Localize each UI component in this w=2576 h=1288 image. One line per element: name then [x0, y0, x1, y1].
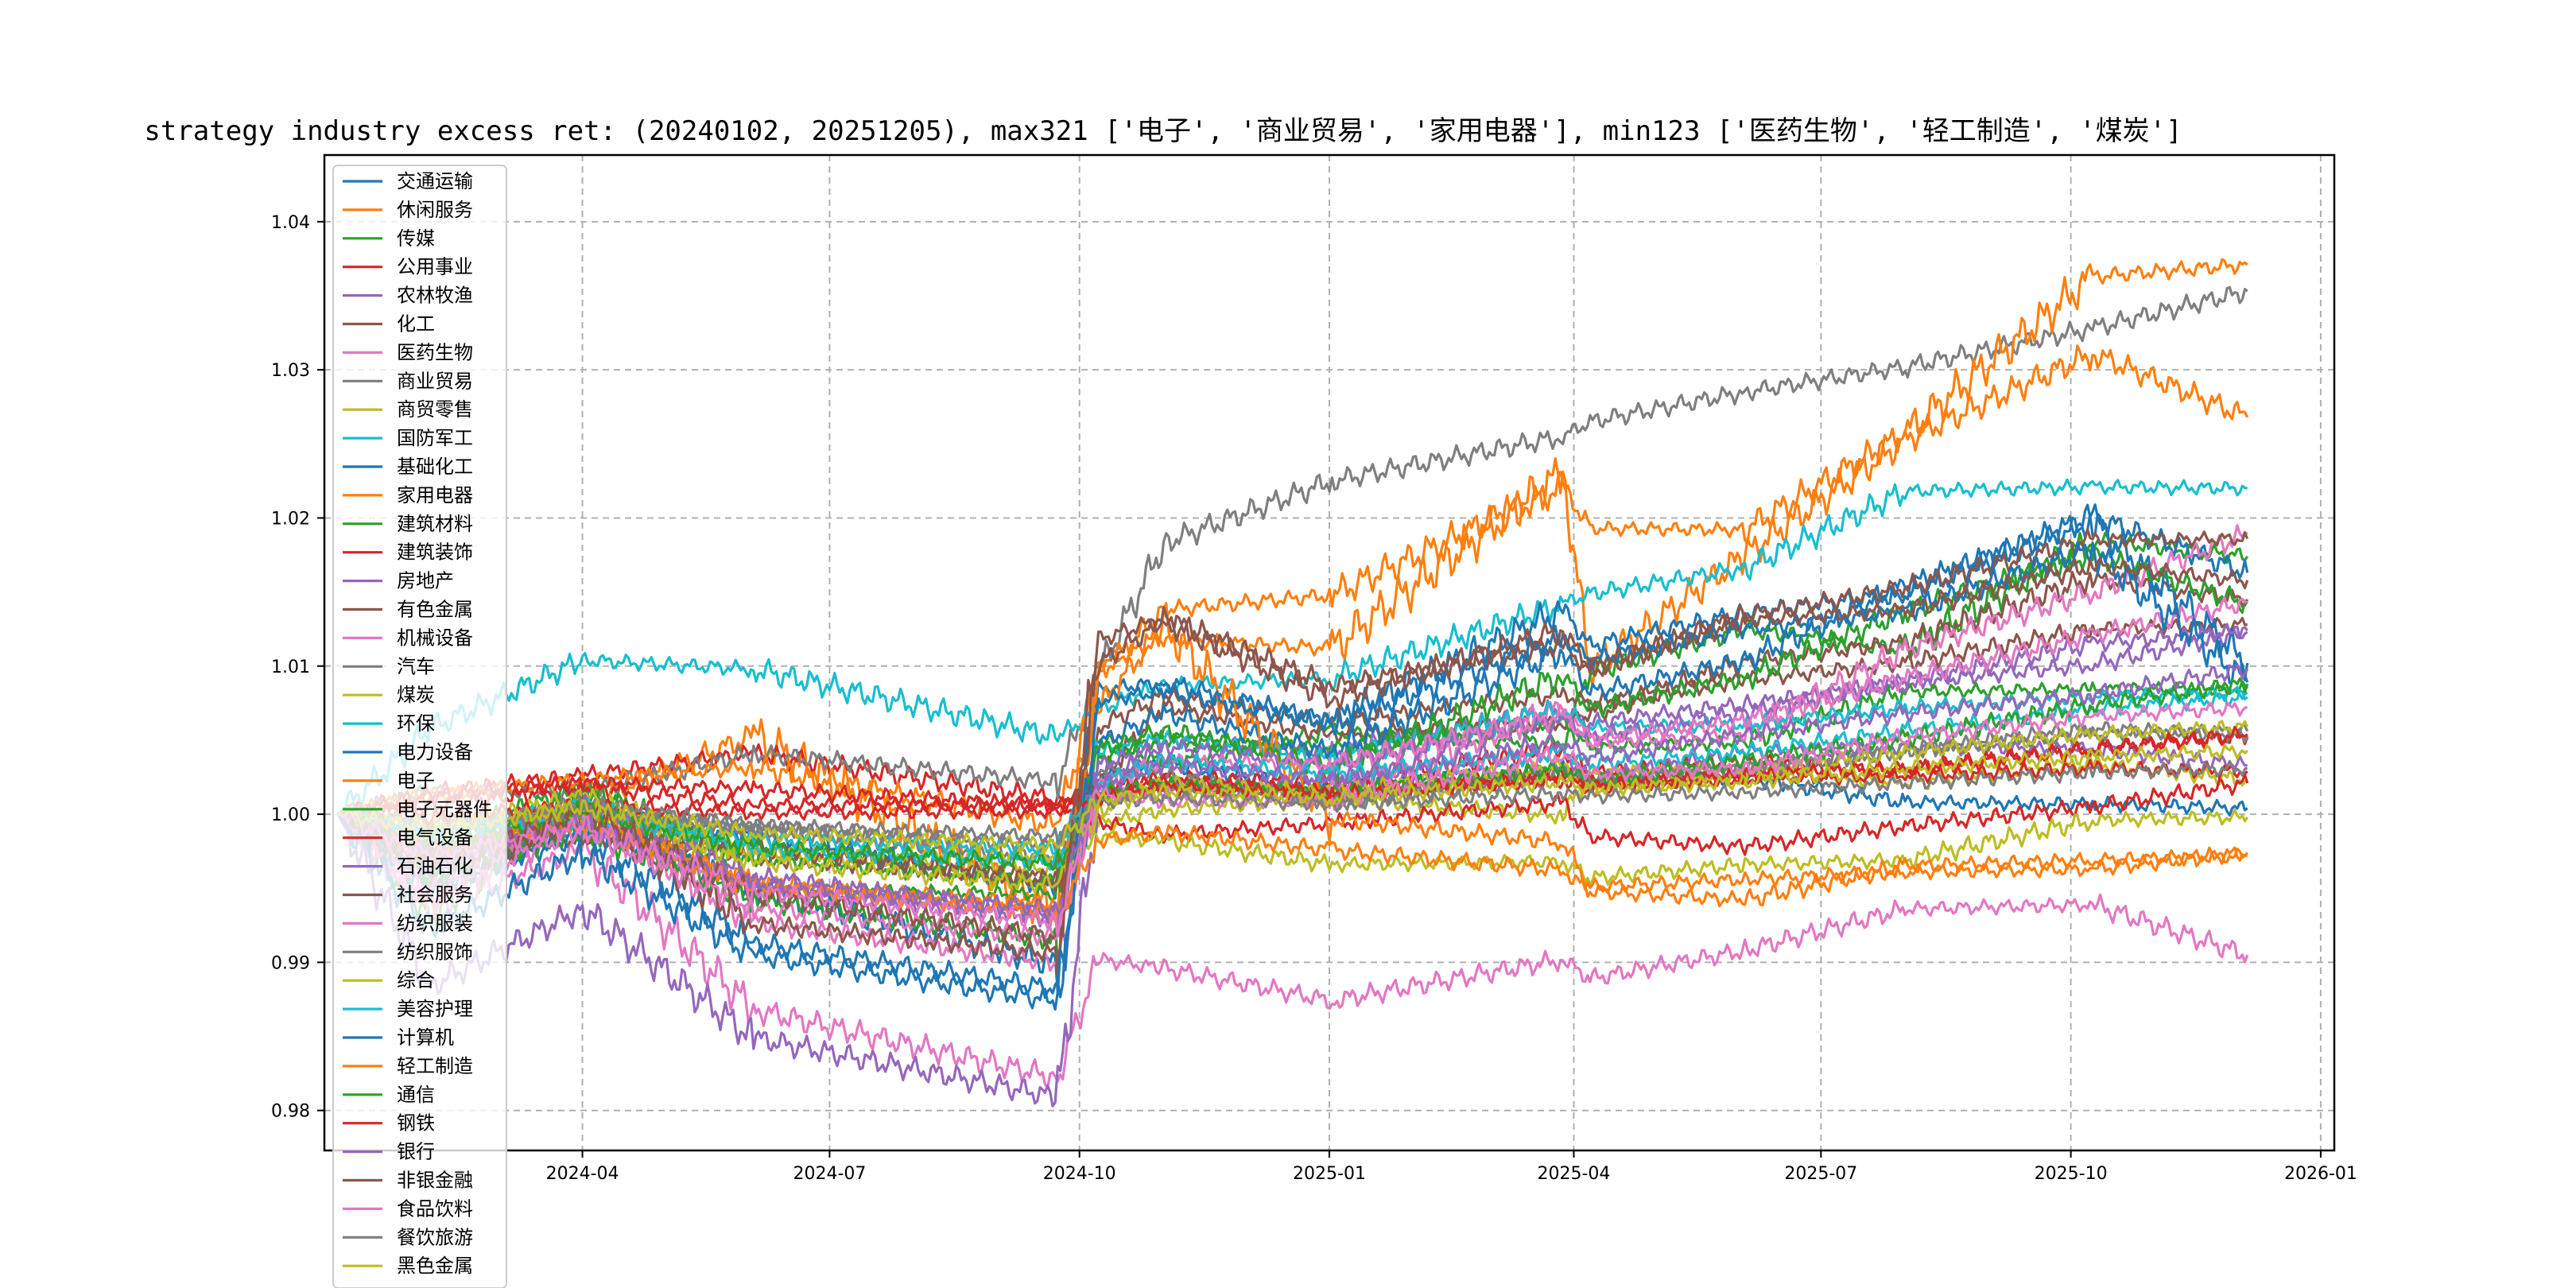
- legend-entry: 钢铁: [397, 1112, 435, 1135]
- legend-entry: 黑色金属: [397, 1255, 473, 1277]
- legend-entry: 化工: [397, 313, 435, 336]
- y-tick-label: 1.00: [271, 805, 310, 825]
- legend-entry: 农林牧渔: [397, 285, 473, 307]
- legend-entry: 纺织服饰: [397, 941, 473, 963]
- legend-entry: 医药生物: [397, 341, 473, 363]
- series-line: [337, 773, 2249, 856]
- legend-entry: 基础化工: [397, 456, 473, 478]
- y-tick-label: 1.03: [271, 361, 310, 381]
- legend-box: [332, 165, 507, 1288]
- series-line: [337, 689, 2248, 857]
- legend-entry: 公用事业: [397, 256, 473, 278]
- legend-entry: 非银金融: [397, 1170, 473, 1192]
- x-tick-label: 2025-10: [2035, 1164, 2108, 1184]
- series-lines: [336, 258, 2249, 1108]
- legend-entry: 建筑装饰: [397, 541, 473, 564]
- legend-entry: 汽车: [397, 655, 435, 677]
- legend-entry: 电子: [397, 770, 435, 792]
- legend-entry: 电力设备: [397, 741, 473, 763]
- legend-entry: 石油石化: [397, 855, 473, 878]
- legend-entry: 综合: [397, 969, 435, 991]
- y-tick-label: 1.04: [271, 213, 310, 233]
- legend-entry: 餐饮旅游: [397, 1226, 473, 1248]
- series-line: [337, 743, 2248, 853]
- chart-title: strategy industry excess ret: (20240102,…: [144, 115, 2182, 147]
- legend-entry: 国防军工: [397, 427, 473, 449]
- series-line: [337, 258, 2248, 833]
- legend-entry: 传媒: [397, 227, 435, 250]
- x-tick-label: 2025-04: [1537, 1164, 1610, 1184]
- y-axis: 0.98 0.99 1.00 1.01 1.02 1.03 1.04: [271, 213, 324, 1122]
- series-line: [337, 545, 2248, 963]
- legend-entry: 银行: [397, 1141, 435, 1163]
- series-line: [338, 758, 2248, 826]
- x-tick-label: 2025-07: [1784, 1164, 1857, 1184]
- y-tick-label: 0.99: [271, 953, 310, 973]
- legend-entry: 食品饮料: [397, 1197, 473, 1220]
- legend-entry: 商业贸易: [397, 370, 473, 392]
- x-axis: 2024-04 2024-07 2024-10 2025-01 2025-04 2025-…: [546, 1150, 2357, 1184]
- x-tick-label: 2024-04: [546, 1164, 619, 1184]
- series-line: [336, 344, 2249, 928]
- series-line: [337, 557, 2249, 947]
- legend-entry: 纺织服装: [397, 912, 473, 934]
- series-line: [337, 663, 2249, 918]
- legend-entry: 通信: [397, 1084, 435, 1106]
- y-tick-label: 0.98: [271, 1102, 310, 1122]
- series-line: [337, 725, 2248, 821]
- legend-entry: 建筑材料: [397, 513, 473, 535]
- x-tick-label: 2024-10: [1043, 1164, 1116, 1184]
- legend-entry: 社会服务: [397, 884, 473, 906]
- series-line: [336, 813, 2249, 1089]
- legend-entry: 环保: [397, 712, 435, 735]
- x-tick-label: 2025-01: [1293, 1164, 1366, 1184]
- legend-entry: 交通运输: [397, 170, 473, 192]
- legend-entry: 计算机: [397, 1026, 454, 1049]
- legend-entry: 煤炭: [397, 684, 435, 706]
- legend-entry: 有色金属: [397, 599, 473, 621]
- series-line: [336, 541, 2249, 1011]
- series-line: [337, 596, 2248, 947]
- legend-entry: 美容护理: [397, 998, 473, 1020]
- x-tick-label: 2024-07: [793, 1164, 866, 1184]
- legend-entry: 休闲服务: [397, 199, 473, 221]
- y-tick-label: 1.01: [271, 658, 310, 677]
- legend-entry: 电子元器件: [397, 798, 492, 821]
- legend-entry: 轻工制造: [397, 1055, 473, 1077]
- legend: 交通运输休闲服务传媒公用事业农林牧渔化工医药生物商业贸易商贸零售国防军工基础化工…: [332, 165, 507, 1288]
- y-tick-label: 1.02: [271, 509, 310, 529]
- legend-entry: 机械设备: [397, 627, 473, 649]
- legend-entry: 电气设备: [397, 827, 473, 849]
- legend-entry: 房地产: [397, 570, 454, 592]
- legend-entry: 商贸零售: [397, 398, 473, 421]
- x-tick-label: 2026-01: [2284, 1164, 2357, 1184]
- legend-entry: 家用电器: [397, 484, 473, 506]
